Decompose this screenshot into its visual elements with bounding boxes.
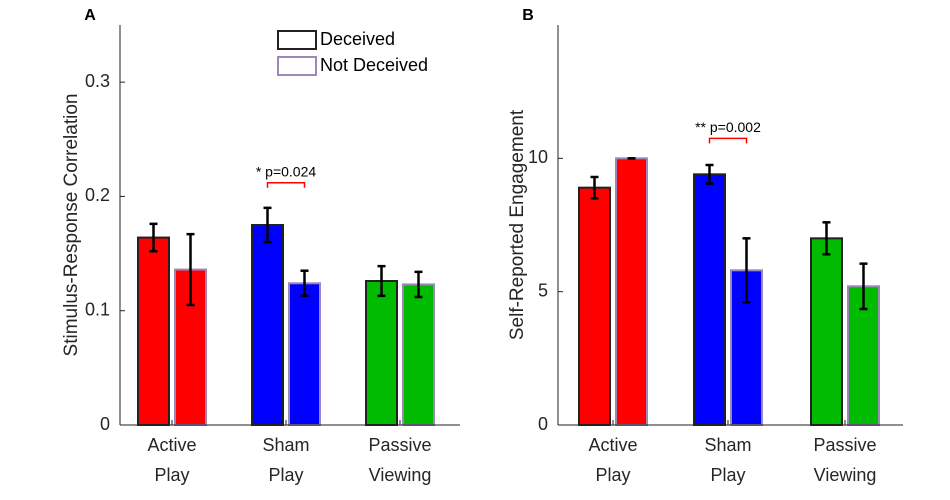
y-tick-label: 0.2 — [85, 185, 110, 205]
y-tick-label: 0 — [100, 414, 110, 434]
bar-deceived-0 — [578, 186, 611, 426]
bar-not-deceived-1 — [288, 282, 321, 426]
panel-b: B 0 5 10 Active Play Sham Play Passive Viewing Sel… — [507, 7, 903, 485]
x-tick-label: Viewing — [814, 465, 877, 485]
panel-label: A — [84, 7, 96, 24]
x-tick-label: Play — [154, 465, 189, 485]
bar-deceived-0 — [137, 236, 170, 426]
x-tick-label: Sham — [704, 435, 751, 455]
bar-deceived-1 — [693, 173, 726, 426]
x-tick-label: Passive — [368, 435, 431, 455]
x-tick-label: Play — [710, 465, 745, 485]
x-tick-label: Play — [595, 465, 630, 485]
panel-label: B — [522, 7, 534, 24]
bar-not-deceived-2 — [402, 283, 435, 426]
x-tick-label: Play — [268, 465, 303, 485]
y-tick-label: 0.1 — [85, 299, 110, 319]
y-axis-label: Self-Reported Engagement — [507, 109, 528, 340]
legend-label-not-deceived: Not Deceived — [320, 55, 428, 75]
significance-bracket — [266, 181, 306, 188]
x-tick-label: Sham — [262, 435, 309, 455]
panel-a: A 0 0.1 0.2 0.3 Active Play Sham Play Passive View… — [61, 7, 460, 485]
y-tick-label: 0 — [538, 414, 548, 434]
y-tick-label: 5 — [538, 280, 548, 300]
significance-bracket — [708, 137, 748, 144]
y-tick-label: 0.3 — [85, 71, 110, 91]
significance-label: * p=0.024 — [256, 163, 317, 179]
bar-deceived-2 — [365, 280, 398, 426]
y-tick-label: 10 — [528, 147, 548, 167]
y-axis-label: Stimulus-Response Correlation — [61, 94, 82, 357]
x-tick-label: Active — [147, 435, 196, 455]
bar-not-deceived-0 — [615, 157, 648, 426]
x-tick-label: Active — [588, 435, 637, 455]
legend-swatch-not-deceived — [277, 56, 317, 76]
x-tick-label: Passive — [813, 435, 876, 455]
legend-swatch-deceived — [277, 30, 317, 50]
x-tick-label: Viewing — [369, 465, 432, 485]
bar-deceived-2 — [810, 237, 843, 426]
significance-label: ** p=0.002 — [695, 119, 761, 135]
legend-label-deceived: Deceived — [320, 29, 395, 49]
bar-deceived-1 — [251, 224, 284, 426]
